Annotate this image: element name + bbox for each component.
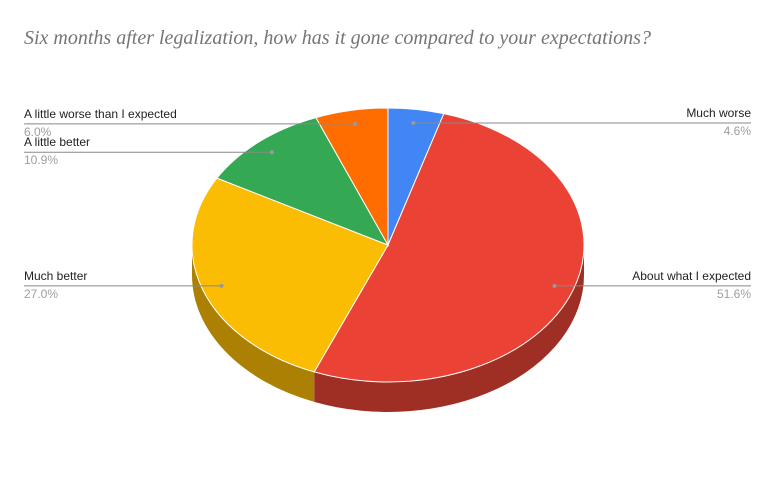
leader-dot [219, 283, 224, 288]
slice-value: 10.9% [24, 153, 58, 167]
slice-side [314, 245, 584, 412]
slice-label: A little worse than I expected [24, 107, 177, 121]
leader-dot [269, 150, 274, 155]
slice-label: About what I expected [632, 269, 751, 283]
slice-label: Much better [24, 269, 87, 283]
chart-title: Six months after legalization, how has i… [24, 27, 651, 49]
slice-value: 4.6% [724, 124, 752, 138]
slice-value: 51.6% [717, 287, 751, 301]
slice [191, 177, 389, 373]
slice-value: 6.0% [24, 125, 52, 139]
slice-value: 27.0% [24, 287, 58, 301]
slice-label: Much worse [686, 106, 751, 120]
slice [313, 113, 585, 383]
leader-dot [552, 283, 557, 288]
slice-label: A little better [24, 135, 90, 149]
leader-dot [352, 121, 357, 126]
slice [216, 117, 390, 246]
slice-side [192, 245, 315, 402]
slice [315, 107, 389, 247]
leader-dot [411, 120, 416, 125]
